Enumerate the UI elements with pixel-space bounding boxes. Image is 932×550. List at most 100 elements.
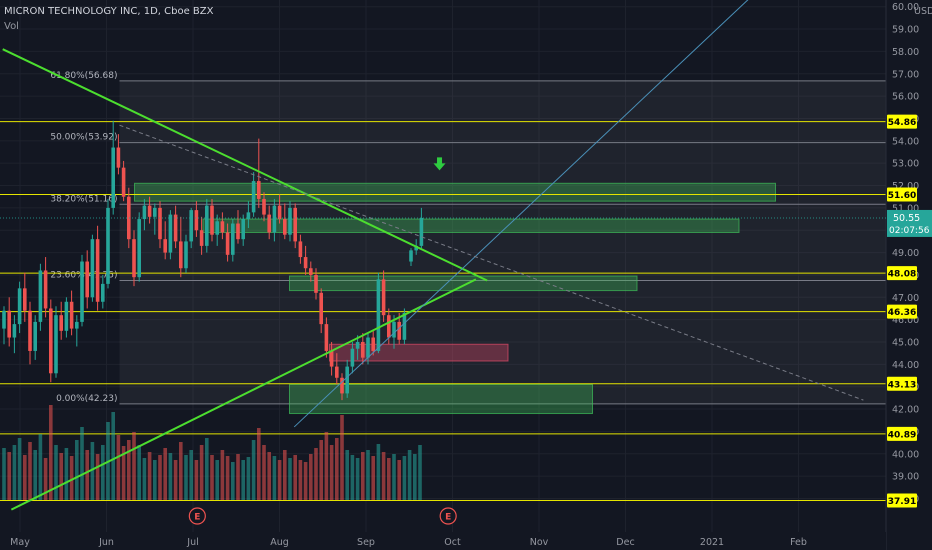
level-label: 51.60 — [888, 191, 916, 201]
candle-body — [116, 147, 121, 168]
candle-body — [298, 241, 303, 258]
volume-bar — [251, 440, 256, 500]
candle-body — [246, 212, 251, 220]
level-label: 37.91 — [888, 497, 916, 507]
price-tick-label: 44.00 — [892, 360, 919, 371]
zone-rect — [134, 182, 776, 202]
volume-label: Vol — [4, 21, 19, 32]
candle-body — [85, 261, 89, 298]
zone-rect — [202, 218, 740, 233]
volume-bar — [85, 450, 89, 500]
level-label: 54.86 — [888, 118, 916, 128]
candle-body — [376, 279, 381, 351]
price-tick-label: 51.00 — [892, 203, 919, 214]
price-tick-label: 45.00 — [892, 338, 919, 349]
volume-bar — [137, 445, 141, 500]
level-label-bg — [887, 426, 917, 441]
currency-label: USD — [914, 6, 932, 17]
candle-body — [319, 292, 323, 325]
time-tick-label: Dec — [616, 537, 634, 548]
candle-body — [142, 205, 147, 220]
candle-body — [293, 207, 297, 242]
candle-body — [402, 312, 407, 340]
volume-bar — [116, 435, 121, 500]
signal-arrow-icon — [433, 157, 446, 171]
candle-body — [283, 219, 287, 235]
candle-body — [28, 310, 32, 351]
price-tick-label: 59.00 — [892, 25, 919, 36]
volume-bar — [293, 455, 297, 500]
candle-body — [121, 167, 126, 197]
level-label: 43.13 — [888, 380, 916, 390]
volume-bar — [173, 460, 178, 500]
volume-bar — [111, 412, 115, 500]
grid — [0, 0, 886, 532]
candle-body — [303, 257, 308, 269]
candle-body — [101, 283, 105, 302]
candle-body — [387, 315, 391, 338]
candle-body — [12, 324, 17, 338]
level-label: 40.89 — [888, 430, 916, 440]
volume-bar — [54, 445, 58, 500]
time-tick-label: Jul — [186, 537, 198, 548]
volume-bar — [376, 444, 381, 500]
volume-bar — [220, 450, 225, 500]
volume-bar — [257, 428, 261, 500]
candle-body — [392, 321, 396, 338]
last-price-bg — [887, 209, 932, 237]
candle-body — [257, 181, 261, 199]
volume-bar — [335, 438, 339, 500]
volume-bar — [407, 450, 412, 500]
candle-body — [231, 223, 235, 255]
volume-bar — [267, 452, 271, 500]
volume-bar — [12, 445, 17, 500]
volume-bar — [392, 454, 396, 500]
volume-bar — [184, 455, 188, 500]
fib-label: 61.80%(56.68) — [50, 71, 117, 81]
volume-bar — [381, 452, 386, 500]
trendline-dashed — [119, 124, 864, 401]
fib-label: 38.20%(51.16) — [50, 194, 117, 204]
price-tick-label: 47.00 — [892, 293, 919, 304]
candle-body — [205, 205, 209, 246]
time-tick-label: Jun — [98, 537, 114, 548]
candle-body — [153, 207, 157, 217]
volume-bar — [158, 455, 162, 500]
candle-body — [54, 315, 58, 374]
volume-bar — [397, 460, 401, 500]
volume-bar — [132, 432, 136, 500]
time-axis[interactable]: May Jun Jul Aug Sep Oct Nov Dec 2021 Feb — [0, 532, 886, 550]
candle-body — [17, 288, 22, 325]
candle-body — [272, 205, 277, 233]
candle-body — [267, 214, 271, 233]
candle-body — [168, 214, 173, 253]
volume-bar — [33, 450, 37, 500]
chart-header: MICRON TECHNOLOGY INC, 1D, Cboe BZX Vol — [4, 6, 214, 32]
price-tick-label: 56.00 — [892, 92, 919, 103]
candle-body — [95, 239, 100, 302]
candle-body — [277, 205, 282, 220]
volume-bar — [23, 455, 27, 500]
volume-bar — [413, 454, 417, 500]
price-tick-label: 39.00 — [892, 472, 919, 483]
candle-body — [158, 207, 162, 240]
volume-bar — [75, 440, 79, 500]
level-label: 48.08 — [888, 270, 916, 280]
price-tick-label: 60.00 — [892, 2, 919, 13]
volume-bar — [163, 448, 167, 500]
volume-bar — [194, 460, 199, 500]
candle-body — [215, 221, 219, 235]
volume-bar — [350, 455, 355, 500]
volume-bar — [309, 454, 313, 500]
volume-bar — [80, 427, 84, 500]
candle-body — [251, 181, 256, 213]
last-price-value: 50.55 — [893, 213, 920, 224]
earnings-label: E — [194, 513, 200, 523]
candle-body — [137, 219, 141, 278]
volume-bar — [272, 456, 277, 500]
candle-body — [350, 348, 355, 367]
candle-body — [147, 205, 152, 217]
